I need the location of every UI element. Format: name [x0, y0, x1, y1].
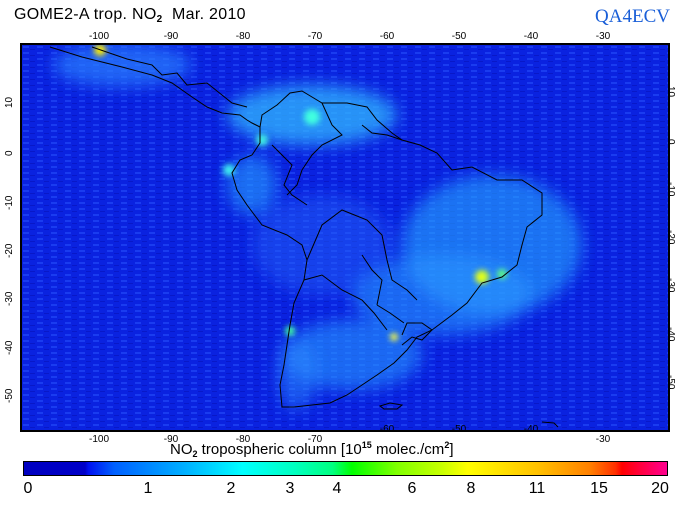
lat-tick-left: -30: [4, 291, 15, 306]
lon-tick-top: -100: [88, 31, 110, 42]
colorbar-tick: 4: [332, 480, 342, 497]
lon-tick-top: -60: [379, 31, 395, 42]
lon-tick-bottom: -70: [307, 434, 323, 445]
colorbar-tick: 20: [651, 480, 669, 497]
colorbar-tick: 1: [143, 480, 153, 497]
lat-tick-left: -40: [4, 340, 15, 355]
lat-tick-left: 0: [4, 150, 15, 156]
lon-tick-top: -80: [235, 31, 251, 42]
lon-tick-bottom: -50: [451, 424, 467, 435]
colorbar-tick: 0: [23, 480, 33, 497]
lon-tick-top: -30: [595, 31, 611, 42]
lon-tick-bottom: -100: [88, 434, 110, 445]
colorbar-tick: 11: [528, 480, 546, 497]
no2-map[interactable]: [20, 43, 670, 432]
colorbar-tick: 2: [226, 480, 236, 497]
lon-tick-bottom: -90: [163, 434, 179, 445]
colorbar-tick: 6: [407, 480, 417, 497]
hotspots: [94, 45, 507, 341]
lat-tick-left: -10: [4, 195, 15, 210]
lat-tick-left: -20: [4, 243, 15, 258]
colorbar-tick: 8: [466, 480, 476, 497]
lat-tick-left: -50: [4, 388, 15, 403]
lon-tick-top: -40: [523, 31, 539, 42]
islands: [378, 402, 559, 428]
coastlines: [49, 46, 543, 408]
brand-label: QA4ECV: [595, 6, 670, 27]
lon-tick-top: -90: [163, 31, 179, 42]
enhancement-plumes: [52, 45, 582, 410]
colorbar: [23, 461, 668, 476]
lon-tick-bottom: -60: [379, 424, 395, 435]
colorbar-label: NO2 tropospheric column [1015 molec./cm2…: [170, 440, 454, 459]
map-title: GOME2-A trop. NO2 Mar. 2010: [14, 6, 246, 25]
lon-tick-top: -50: [451, 31, 467, 42]
lon-tick-bottom: -40: [523, 424, 539, 435]
lon-tick-bottom: -30: [595, 434, 611, 445]
map-graphic: [22, 45, 668, 430]
lon-tick-bottom: -80: [235, 434, 251, 445]
lat-tick-left: 10: [4, 96, 15, 108]
lon-tick-top: -70: [307, 31, 323, 42]
colorbar-tick: 15: [590, 480, 608, 497]
colorbar-tick: 3: [285, 480, 295, 497]
